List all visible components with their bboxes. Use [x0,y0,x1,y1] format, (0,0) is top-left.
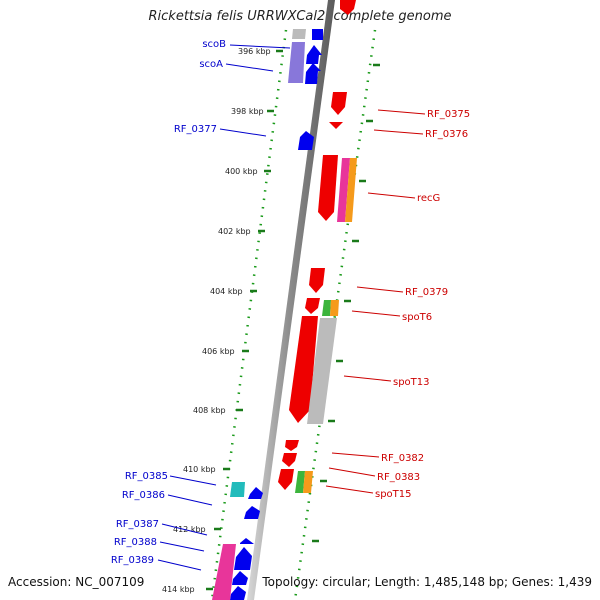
label-RF_0383[interactable]: RF_0383 [377,472,420,483]
map-title: Rickettsia felis URRWXCal2, complete gen… [148,9,452,24]
feature-cyan [230,482,245,497]
label-recG[interactable]: recG [417,193,440,204]
feature-grey-spoT13 [307,318,337,424]
leader-spoT15 [325,485,374,494]
scale-label-398: 398 kbp [231,107,264,116]
gene-scoA[interactable] [305,63,321,84]
leader-RF_0383 [328,467,376,477]
label-spoT6[interactable]: spoT6 [402,312,432,323]
scale-label-412: 412 kbp [173,525,206,534]
gene-scoB[interactable] [306,45,322,64]
gene-RF_0376[interactable] [329,122,343,129]
scale-label-408: 408 kbp [193,406,226,415]
gene-top-blue[interactable] [312,29,323,40]
gene-RF_0386[interactable] [244,506,260,519]
leader-RF_0382 [331,452,380,458]
feature-green-spoT15 [295,471,305,493]
leader-RF_0389 [157,559,202,571]
gene-top-red[interactable] [340,0,356,15]
leader-recG [367,192,416,199]
label-scoB[interactable]: scoB [202,39,226,50]
scale-label-406: 406 kbp [202,347,235,356]
gene-RF_0383[interactable] [282,453,297,467]
scale-label-414: 414 kbp [162,585,195,594]
label-RF_0387[interactable]: RF_0387 [116,519,159,530]
scale-ticks [206,49,380,591]
leader-RF_0388 [159,541,205,552]
genome-summary: Topology: circular; Length: 1,485,148 bp… [262,575,592,589]
scale-label-402: 402 kbp [218,227,251,236]
feature-orange-spoT6 [330,300,339,316]
feature-grey-top [292,29,306,39]
feature-magenta-bottom [212,544,236,600]
gene-spoT15-red[interactable] [278,469,294,490]
label-spoT15[interactable]: spoT15 [375,489,412,500]
leader-spoT13 [343,375,392,382]
scale-label-404: 404 kbp [210,287,243,296]
label-RF_0388[interactable]: RF_0388 [114,537,157,548]
genome-backbone [247,0,335,600]
label-RF_0379[interactable]: RF_0379 [405,287,448,298]
leader-RF_0375 [377,109,426,115]
leader-RF_0376 [373,129,424,135]
leader-RF_0387 [161,523,208,536]
label-RF_0382[interactable]: RF_0382 [381,453,424,464]
scale-label-396: 396 kbp [238,47,271,56]
gene-RF_0389-b[interactable] [230,586,246,600]
gene-RF_0382[interactable] [285,440,299,451]
gene-recG[interactable] [318,155,338,221]
leader-RF_0386 [167,494,213,506]
gene-RF_0377[interactable] [298,131,314,150]
leader-scoB [229,44,291,49]
gene-RF_0389-a[interactable] [232,571,248,585]
label-RF_0376[interactable]: RF_0376 [425,129,468,140]
feature-magenta-recG [337,158,350,222]
gene-RF_0379[interactable] [309,268,325,293]
gene-RF_0375[interactable] [331,92,347,115]
feature-orange-spoT15 [303,471,313,493]
feature-purple-scoB [288,42,305,83]
leader-RF_0385 [169,475,217,486]
leader-RF_0379 [356,286,404,293]
feature-orange-recG [345,158,357,222]
gene-RF_0385[interactable] [248,487,263,499]
label-RF_0377[interactable]: RF_0377 [174,124,217,135]
scale-label-410: 410 kbp [183,465,216,474]
label-RF_0386[interactable]: RF_0386 [122,490,165,501]
scale-label-400: 400 kbp [225,167,258,176]
label-RF_0385[interactable]: RF_0385 [125,471,168,482]
label-scoA[interactable]: scoA [199,59,223,70]
leader-RF_0377 [219,128,267,137]
accession-label: Accession: NC_007109 [8,575,145,589]
gene-spoT6-red[interactable] [305,298,320,314]
leader-scoA [225,63,274,72]
gene-RF_0388[interactable] [234,547,252,570]
label-RF_0389[interactable]: RF_0389 [111,555,154,566]
label-RF_0375[interactable]: RF_0375 [427,109,470,120]
feature-green-spoT6 [322,300,331,316]
gene-RF_0387[interactable] [240,538,254,544]
leader-spoT6 [351,310,401,317]
label-spoT13[interactable]: spoT13 [393,377,430,388]
